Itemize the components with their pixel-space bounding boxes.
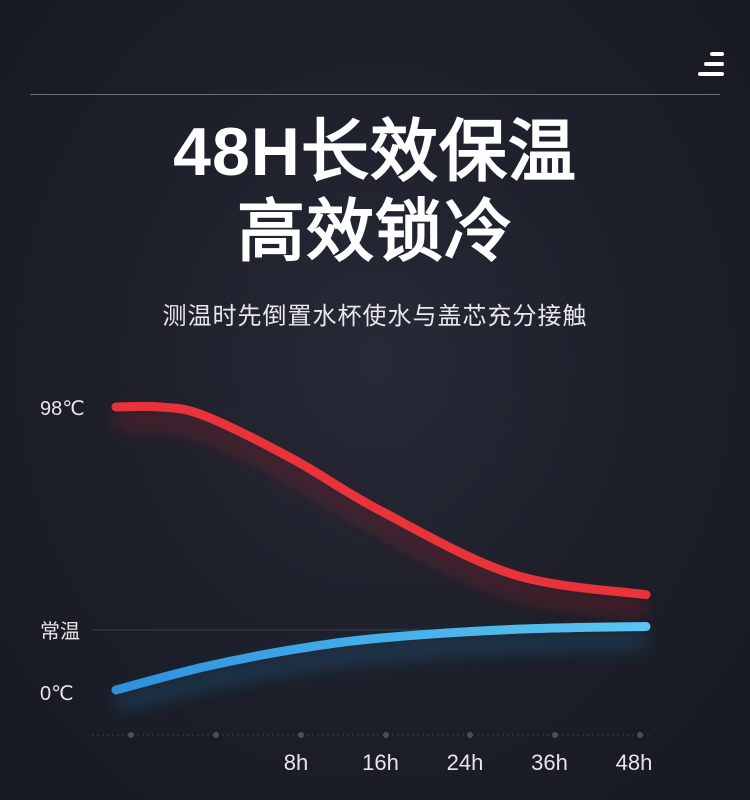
temperature-chart: 98℃ 常温 0℃ 8h 16h 24h 36h 48h (40, 398, 653, 775)
x-tick-24h: 24h (447, 750, 484, 775)
y-label-room-temp: 常温 (40, 620, 80, 643)
cold-temperature-line (111, 622, 651, 695)
x-tick-8h: 8h (284, 750, 308, 775)
axis-dot-0 (128, 732, 134, 738)
axis-dot-5 (552, 732, 558, 738)
hot-series-shadow (115, 412, 648, 617)
subtitle: 测温时先倒置水杯使水与盖芯充分接触 (162, 303, 588, 330)
y-label-98c: 98℃ (40, 398, 85, 420)
axis-dot-1 (213, 732, 219, 738)
x-tick-48h: 48h (616, 750, 653, 775)
axis-dot-2 (298, 732, 304, 738)
title-line-2: 高效锁冷 (236, 194, 513, 270)
axis-dot-3 (383, 732, 389, 738)
axis-dot-4 (467, 732, 473, 738)
cold-series-shadow (113, 632, 647, 712)
axis-dot-6 (637, 732, 643, 738)
x-tick-36h: 36h (531, 750, 568, 775)
title-line-1: 48H长效保温 (173, 114, 577, 190)
x-tick-16h: 16h (362, 750, 399, 775)
hot-temperature-line (111, 401, 651, 600)
menu-icon[interactable] (698, 52, 724, 76)
y-label-0c: 0℃ (40, 683, 74, 705)
header-divider (30, 94, 720, 95)
